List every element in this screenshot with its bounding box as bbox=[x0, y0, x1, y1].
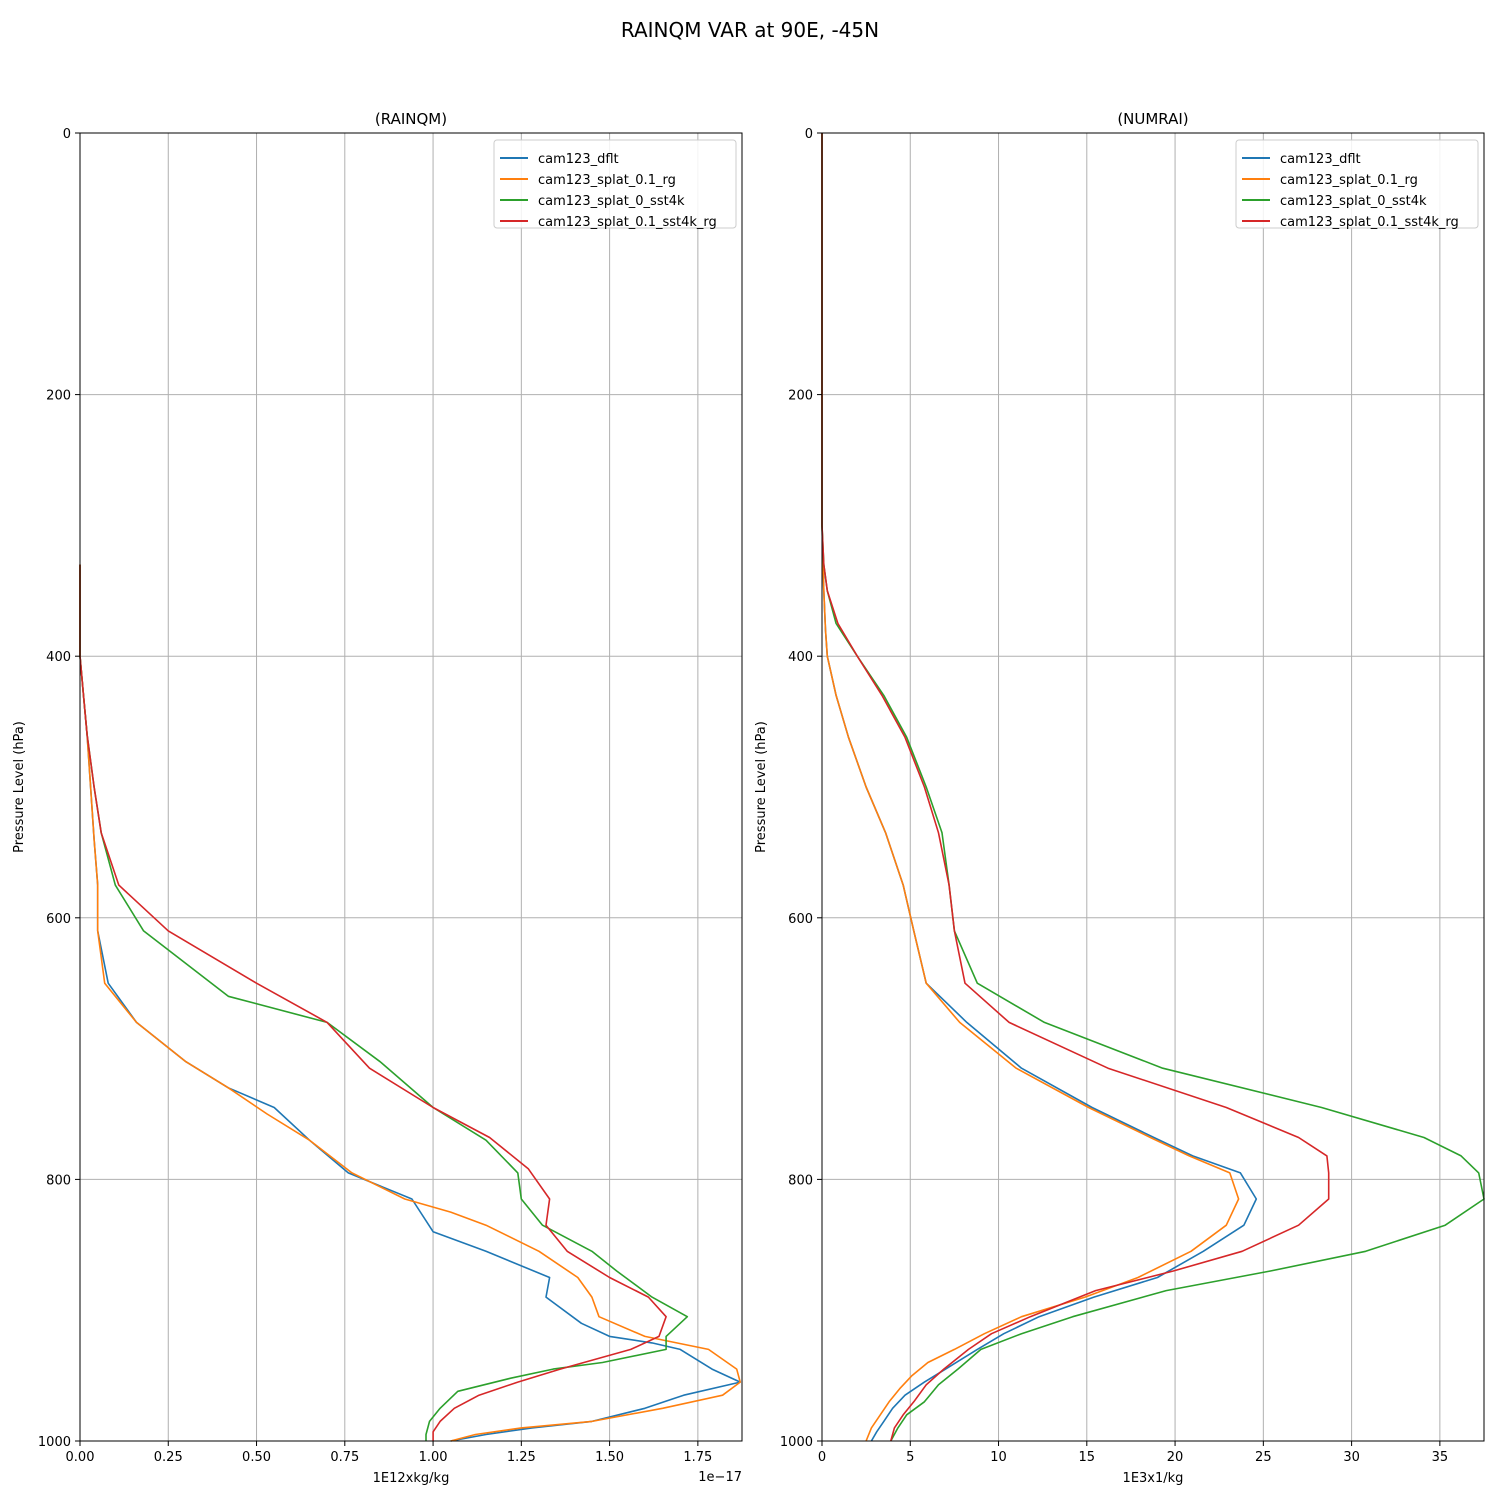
series-lines bbox=[821, 133, 1485, 1442]
x-tick-label: 25 bbox=[1255, 1450, 1272, 1465]
x-tick-label: 0 bbox=[818, 1450, 826, 1465]
y-tick-label: 1000 bbox=[38, 1435, 71, 1450]
figure-title: RAINQM VAR at 90E, -45N bbox=[621, 18, 879, 42]
x-axis-offset-text: 1e−17 bbox=[698, 1470, 742, 1485]
legend-label: cam123_dflt bbox=[538, 152, 619, 167]
legend: cam123_dflt cam123_splat_0.1_rg cam123_spl… bbox=[1235, 139, 1479, 230]
y-tick-label: 400 bbox=[46, 650, 71, 665]
y-tick-label: 1000 bbox=[780, 1435, 813, 1450]
legend-label: cam123_dflt bbox=[1280, 152, 1361, 167]
panel-title: (RAINQM) bbox=[375, 110, 447, 128]
x-tick-label: 0.75 bbox=[330, 1450, 359, 1465]
legend-box bbox=[1235, 139, 1479, 229]
x-tick-label: 0.00 bbox=[66, 1450, 95, 1465]
y-tick-label: 600 bbox=[46, 912, 71, 927]
x-axis-label: 1E12xkg/kg bbox=[373, 1471, 450, 1486]
x-tick-label: 1.00 bbox=[419, 1450, 448, 1465]
legend-label: cam123_splat_0.1_rg bbox=[1280, 173, 1418, 188]
chart-panel-numrai: 0 5 10 15 20 25 30 35 0 200 400 600 800 1000 (NUMRAI)… bbox=[754, 110, 1485, 1486]
x-tick-label: 30 bbox=[1343, 1450, 1360, 1465]
y-tick-label: 200 bbox=[46, 389, 71, 404]
axes-frame bbox=[79, 132, 743, 1442]
legend-box bbox=[493, 139, 737, 229]
y-tick-label: 0 bbox=[63, 127, 71, 142]
axes-frame bbox=[821, 132, 1485, 1442]
legend: cam123_dflt cam123_splat_0.1_rg cam123_spl… bbox=[493, 139, 737, 230]
legend-label: cam123_splat_0_sst4k bbox=[538, 194, 685, 209]
legend-label: cam123_splat_0_sst4k bbox=[1280, 194, 1427, 209]
y-axis-label: Pressure Level (hPa) bbox=[754, 721, 769, 853]
x-tick-label: 10 bbox=[990, 1450, 1007, 1465]
chart-panel-rainqm: 0.00 0.25 0.50 0.75 1.00 1.25 1.50 1.75 0 200 400 6… bbox=[12, 110, 743, 1486]
series-line-cam123_splat_0.1_sst4k_rg bbox=[821, 133, 1330, 1442]
x-axis-label: 1E3x1/kg bbox=[1123, 1471, 1184, 1486]
x-tick-label: 1.50 bbox=[595, 1450, 624, 1465]
series-line-cam123_splat_0.1_rg bbox=[79, 564, 742, 1442]
y-tick-label: 800 bbox=[46, 1173, 71, 1188]
y-tick-label: 400 bbox=[788, 650, 813, 665]
legend-label: cam123_splat_0.1_sst4k_rg bbox=[1280, 215, 1459, 230]
x-tick-label: 0.25 bbox=[154, 1450, 183, 1465]
x-tick-label: 5 bbox=[906, 1450, 914, 1465]
y-axis-label: Pressure Level (hPa) bbox=[12, 721, 27, 853]
x-tick-label: 35 bbox=[1432, 1450, 1449, 1465]
y-tick-label: 600 bbox=[788, 912, 813, 927]
x-tick-label: 0.50 bbox=[242, 1450, 271, 1465]
y-tick-label: 200 bbox=[788, 389, 813, 404]
x-tick-label: 20 bbox=[1167, 1450, 1184, 1465]
series-line-cam123_splat_0.1_rg bbox=[821, 133, 1240, 1442]
series-line-cam123_splat_0.1_sst4k_rg bbox=[79, 564, 667, 1441]
series-lines bbox=[79, 564, 742, 1442]
y-tick-label: 0 bbox=[805, 127, 813, 142]
x-tick-label: 1.75 bbox=[683, 1450, 712, 1465]
panel-title: (NUMRAI) bbox=[1117, 110, 1188, 128]
y-tick-label: 800 bbox=[788, 1173, 813, 1188]
legend-label: cam123_splat_0.1_rg bbox=[538, 173, 676, 188]
legend-label: cam123_splat_0.1_sst4k_rg bbox=[538, 215, 717, 230]
x-tick-label: 1.25 bbox=[507, 1450, 536, 1465]
axis-ticks: 0 5 10 15 20 25 30 35 0 200 400 600 800 1000 bbox=[780, 127, 1448, 1465]
x-tick-label: 15 bbox=[1079, 1450, 1096, 1465]
axis-ticks: 0.00 0.25 0.50 0.75 1.00 1.25 1.50 1.75 0 200 400 6… bbox=[38, 127, 712, 1465]
